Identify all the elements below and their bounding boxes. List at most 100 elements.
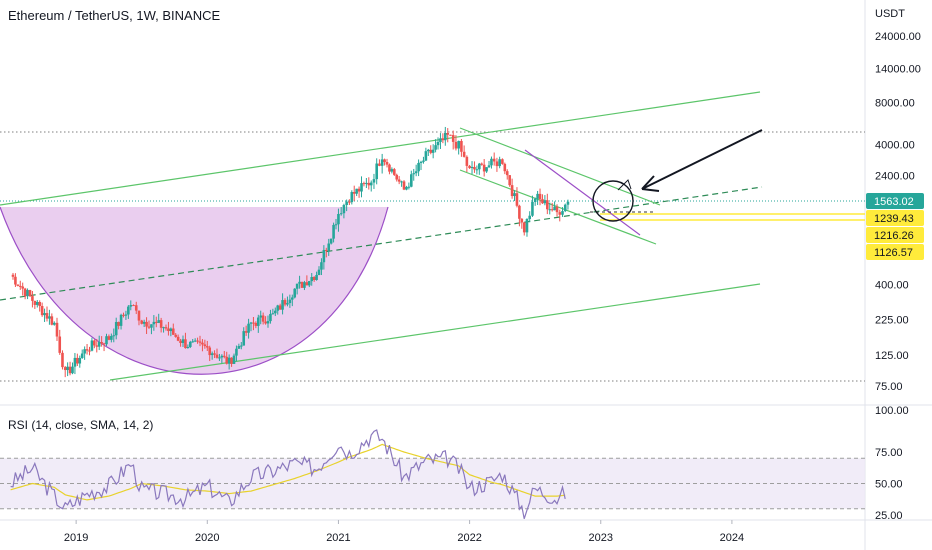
candle-body [43,313,46,316]
candle-body [342,205,346,214]
candle-body [11,274,15,277]
price-tick-label: 225.00 [875,314,909,326]
candle-body [281,300,284,310]
candle-body [105,336,108,345]
candle-body [252,322,255,324]
candle-body [322,249,326,263]
candle-body [431,149,435,153]
candle-body [162,327,165,329]
candle-body [329,238,333,244]
candle-body [505,171,509,176]
candle-body [127,306,130,315]
candle-body [227,357,231,364]
candle-body [451,135,455,142]
candle-body [95,345,99,347]
price-tick-label: 24000.00 [875,31,921,43]
candle-body [137,310,141,321]
candle-body [286,303,289,305]
price-tick-label: 4000.00 [875,140,915,152]
candle-body [196,340,199,342]
candle-body [271,313,275,315]
candle-body [350,192,354,203]
candle-body [332,224,335,239]
candle-body [375,163,378,180]
candle-body [71,366,74,374]
candle-body [522,222,526,233]
wedge-line [524,149,641,236]
candle-body [14,276,17,285]
candle-body [112,335,116,337]
candle-body [100,342,103,344]
candle-body [492,158,496,162]
candle-body [132,305,135,307]
level-1-badge-bg [866,210,924,226]
rsi-tick-label: 25.00 [875,510,903,522]
candle-body [276,305,280,311]
axis-currency: USDT [875,8,905,20]
candle-body [117,321,120,326]
candle-body [553,206,556,211]
candle-body [327,243,331,251]
candle-body [181,339,185,344]
candle-body [145,321,148,327]
candle-body [28,290,32,297]
candle-body [102,343,106,345]
candle-body [490,158,493,166]
candle-body [383,159,386,163]
candle-body [264,321,267,324]
candle-body [152,321,156,325]
candle-body [449,134,452,136]
candle-body [210,353,214,356]
candle-body [176,336,180,341]
candle-body [444,133,447,141]
candle-body [482,164,486,172]
candle-body [52,322,56,325]
candle-body [157,320,161,323]
candle-body [395,174,399,180]
candle-body [427,149,430,152]
candle-body [407,186,411,188]
candle-body [191,341,195,343]
candle-body [419,161,423,164]
rsi-tick-label: 75.00 [875,447,903,459]
level-2-badge-bg [866,227,924,243]
candle-body [508,175,511,186]
breakout-circle [592,180,634,222]
candle-body [317,269,321,275]
candle-body [68,366,72,374]
year-tick-label: 2024 [720,532,744,544]
candle-body [412,173,416,175]
candle-body [237,345,241,349]
rsi-tick-label: 100.00 [875,405,909,417]
price-tick-label: 2400.00 [875,171,915,183]
candle-body [110,336,113,340]
price-tick-label: 14000.00 [875,64,921,76]
candle-body [393,169,396,175]
candle-body [293,288,297,298]
candle-body [230,357,233,364]
level-1-badge: 1239.43 [874,213,914,225]
cup-arc [0,206,389,375]
candle-body [372,179,376,183]
candle-body [31,296,34,301]
candle-body [362,183,366,185]
candle-body [380,159,384,166]
channel-upper-line [0,91,761,206]
year-tick-label: 2019 [64,532,88,544]
candle-body [510,185,514,197]
candle-body [390,169,394,172]
candle-body [475,169,479,171]
candle-body [457,140,460,149]
candle-body [337,213,340,225]
candle-body [38,302,42,307]
candle-body [525,219,529,233]
candle-body [242,331,246,346]
candle-body [58,336,62,353]
candle-body [40,306,44,316]
candle-body [142,321,146,324]
candle-body [531,202,534,216]
candle-body [369,182,373,186]
candle-body [468,165,471,169]
